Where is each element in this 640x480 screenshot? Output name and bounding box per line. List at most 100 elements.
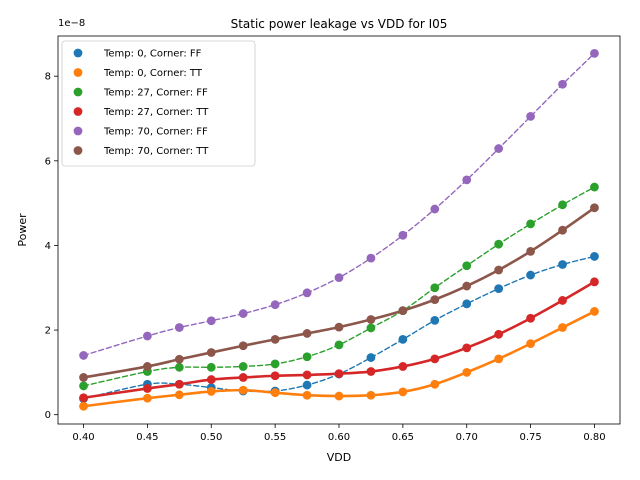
data-point-series-3-6 [302,370,312,380]
data-point-series-1-9 [398,387,408,397]
data-point-series-2-8 [366,323,376,333]
x-tick-label: 0.60 [328,432,350,443]
fit-line-series-1 [82,310,596,408]
y-axis-label: Power [16,213,29,247]
data-point-series-5-7 [334,322,344,332]
data-point-series-0-10 [430,315,440,325]
legend-entry-label: Temp: 0, Corner: TT [103,68,203,79]
data-point-series-5-14 [558,225,567,235]
data-point-series-5-9 [398,306,408,315]
data-point-series-3-8 [366,367,376,376]
y-tick-label: 2 [45,326,51,337]
data-point-series-1-4 [238,385,248,395]
legend-marker [73,126,83,136]
fit-line-series-5 [82,206,596,379]
y-tick-label: 0 [45,410,51,421]
data-point-series-4-1 [143,331,152,341]
data-point-series-3-10 [430,354,440,364]
data-point-series-5-6 [302,329,312,338]
data-point-series-1-6 [302,390,312,400]
data-point-series-4-4 [238,309,248,318]
data-point-series-2-7 [334,340,344,350]
data-point-series-0-6 [302,380,312,390]
data-point-series-4-0 [79,351,88,360]
data-point-series-4-15 [590,48,599,58]
data-point-series-4-8 [366,253,376,263]
data-point-series-4-3 [206,316,216,326]
fit-lines-layer [82,52,596,408]
x-tick-label: 0.80 [583,432,605,443]
x-tick-label: 0.40 [72,432,94,443]
data-point-series-3-9 [398,362,408,371]
data-point-series-4-7 [334,273,344,282]
data-point-series-4-10 [430,204,440,214]
data-point-series-5-13 [526,246,535,256]
data-point-series-1-11 [462,367,472,377]
data-point-series-0-11 [462,299,472,309]
data-point-series-2-3 [206,362,216,372]
y-axis: 0 2 4 6 8 [45,72,58,421]
data-point-series-0-15 [590,252,599,261]
data-point-series-1-7 [334,391,344,401]
data-point-series-1-15 [590,307,599,316]
legend-entry-label: Temp: 70, Corner: FF [103,127,208,138]
data-point-series-2-11 [462,261,472,271]
y-tick-label: 4 [45,241,51,252]
data-point-series-1-3 [206,387,216,396]
x-axis-label: VDD [327,451,351,464]
data-point-series-5-12 [494,265,504,275]
data-point-series-5-8 [366,315,376,324]
data-point-series-5-0 [79,373,88,382]
data-point-series-3-12 [494,329,504,339]
x-axis: 0.40 0.45 0.50 0.55 0.60 0.65 0.70 0.75 0.80 [72,424,606,443]
data-point-series-3-15 [590,277,599,287]
data-point-series-2-4 [238,362,248,371]
data-point-series-1-14 [558,323,567,332]
chart-title: Static power leakage vs VDD for I05 [231,17,448,31]
data-point-series-5-4 [238,341,248,351]
x-tick-label: 0.65 [392,432,414,443]
data-point-series-0-9 [398,334,408,344]
data-point-series-2-12 [494,239,504,249]
data-point-series-3-0 [79,393,88,403]
data-point-series-5-1 [143,362,152,371]
data-point-series-3-1 [143,384,152,393]
data-point-series-1-8 [366,390,376,400]
data-point-series-2-0 [79,381,88,391]
data-point-series-1-10 [430,379,440,389]
data-point-series-2-10 [430,283,440,293]
legend: Temp: 0, Corner: FF Temp: 0, Corner: TT Te… [61,40,256,167]
data-point-series-5-10 [430,295,440,304]
legend-marker [73,68,83,77]
data-point-series-2-14 [558,200,567,210]
legend-entry-label: Temp: 27, Corner: FF [103,88,208,99]
data-point-series-2-6 [302,352,312,362]
data-point-series-3-13 [526,313,535,323]
data-point-series-2-5 [270,359,280,369]
data-point-series-1-0 [79,401,88,411]
data-point-series-5-2 [174,354,184,364]
data-point-series-2-15 [590,182,599,192]
data-points-layer [79,48,599,411]
x-tick-label: 0.75 [519,432,541,443]
data-point-series-3-14 [558,296,567,305]
legend-marker [73,87,83,97]
data-point-series-1-13 [526,339,535,349]
data-point-series-1-12 [494,354,504,364]
fit-line-series-2 [82,186,596,387]
fit-line-series-0 [82,255,596,400]
data-point-series-2-13 [526,219,535,229]
data-point-series-1-2 [174,390,184,400]
legend-box [61,40,256,167]
y-offset-label: 1e−8 [58,18,85,29]
legend-entry-label: Temp: 27, Corner: TT [103,107,209,118]
data-point-series-4-6 [302,288,312,298]
data-point-series-4-2 [174,323,184,332]
data-point-series-4-9 [398,230,408,240]
legend-marker [73,48,83,58]
legend-marker [73,107,83,116]
data-point-series-3-11 [462,343,472,353]
data-point-series-4-12 [494,144,504,153]
legend-entry-label: Temp: 0, Corner: FF [103,49,202,60]
